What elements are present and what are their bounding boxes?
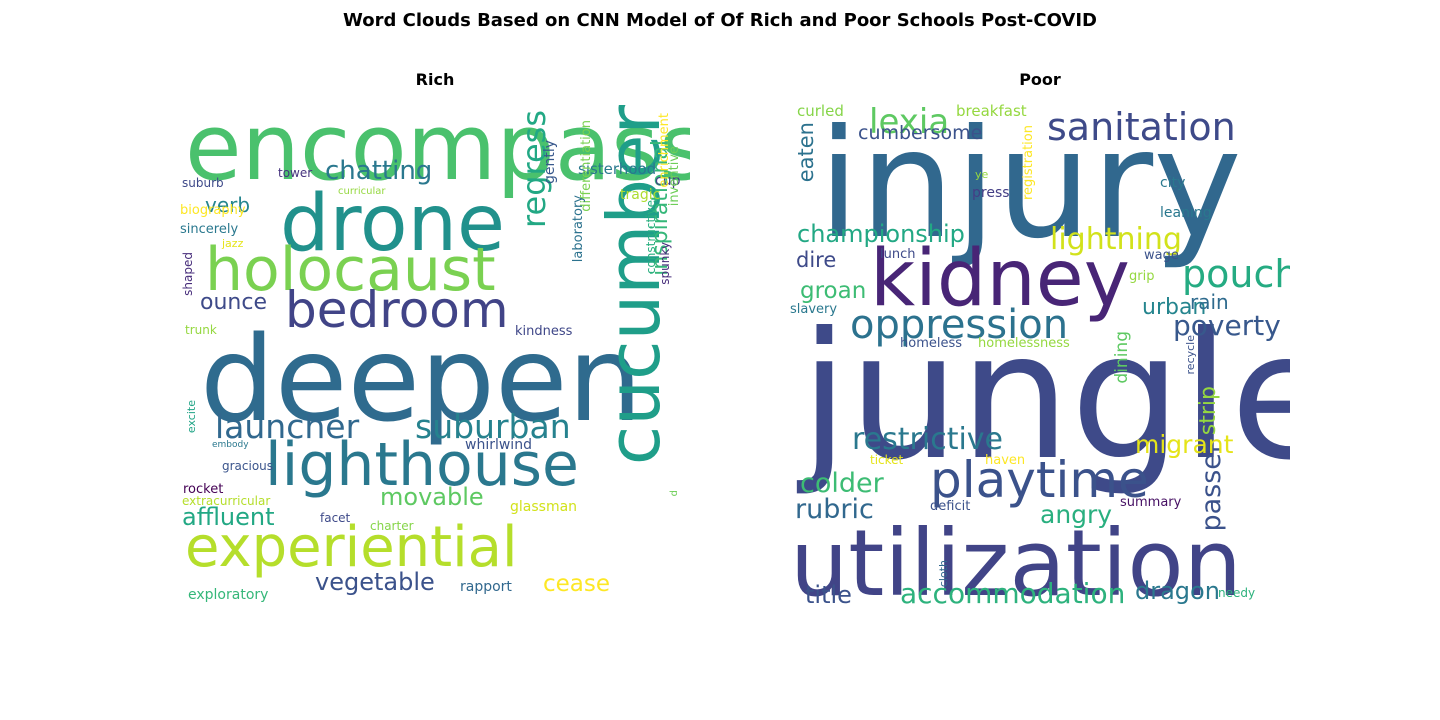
word-dining: dining	[1112, 331, 1132, 384]
word-accommodation: accommodation	[900, 577, 1126, 610]
word-poverty: poverty	[1173, 309, 1281, 342]
word-summary: summary	[1120, 495, 1182, 510]
word-shaped: shaped	[181, 252, 195, 296]
word-urban: urban	[1142, 295, 1207, 320]
word-glassman: glassman	[510, 499, 578, 515]
word-lunch: lunch	[880, 247, 916, 262]
word-kindness: kindness	[515, 324, 573, 339]
word-oppression: oppression	[850, 302, 1069, 348]
word-needy: needy	[1218, 586, 1256, 600]
word-cloud-rich: encompass deepen cucumber drone holocaust lig…	[180, 100, 690, 610]
word-eaten: eaten	[794, 122, 818, 183]
word-movable: movable	[380, 483, 484, 511]
word-facet: facet	[320, 511, 351, 525]
word-encompass: encompass	[185, 100, 690, 201]
word-pouch: pouch	[1182, 252, 1290, 296]
word-constructive: constructive	[644, 200, 658, 275]
word-jazz: jazz	[222, 237, 244, 250]
word-registration: registration	[1021, 125, 1036, 201]
word-injury: injury	[818, 100, 1242, 272]
word-jungle: jungle	[800, 296, 1290, 499]
word-whirlwind: whirlwind	[465, 437, 532, 453]
word-tragic: tragic	[620, 187, 661, 203]
word-groan: groan	[800, 278, 867, 304]
word-ye: ye	[975, 168, 989, 181]
word-laboratory: laboratory	[571, 195, 586, 263]
word-strip: strip	[1196, 386, 1221, 436]
word-curled: curled	[797, 102, 844, 120]
word-city: city	[1160, 175, 1186, 191]
word-homeless: homeless	[900, 336, 963, 351]
word-tower: tower	[278, 166, 313, 180]
word-curricular: curricular	[338, 186, 386, 197]
word-grip: grip	[1129, 269, 1155, 284]
word-biography: biography	[180, 203, 246, 218]
word-breakfast: breakfast	[956, 102, 1027, 120]
word-cloth: cloth	[937, 560, 950, 588]
word-dragon: dragon	[1135, 577, 1220, 605]
word-verb: verb	[205, 193, 251, 217]
word-deepen: deepen	[200, 310, 643, 448]
word-excite: excite	[185, 400, 198, 434]
word-utilization: utilization	[790, 510, 1242, 610]
word-angry: angry	[1040, 500, 1113, 529]
word-championship: championship	[797, 220, 965, 248]
word-launcher: launcher	[215, 407, 360, 446]
word-suburban: suburban	[415, 407, 571, 446]
word-sisterhood: sisterhood	[578, 160, 657, 178]
word-slavery: slavery	[790, 302, 838, 317]
word-sincerely: sincerely	[180, 222, 239, 237]
word-gently: gently	[542, 140, 558, 185]
word-affluent: affluent	[182, 503, 275, 531]
word-charter: charter	[370, 519, 414, 533]
word-chatting: chatting	[325, 156, 433, 186]
word-kidney: kidney	[870, 234, 1130, 324]
word-press: press	[972, 185, 1010, 201]
word-homelessness: homelessness	[978, 336, 1070, 351]
word-playtime: playtime	[930, 451, 1149, 509]
word-rocket: rocket	[183, 482, 224, 497]
word-lexia: lexia	[869, 102, 950, 142]
word-recycle: recycle	[1184, 335, 1197, 375]
word-holocaust: holocaust	[205, 235, 496, 305]
word-inventive: inventive	[667, 146, 682, 207]
word-embody: embody	[212, 440, 249, 450]
word-vegetable: vegetable	[315, 568, 435, 596]
word-migrant: migrant	[1135, 430, 1234, 459]
word-lightning: lightning	[1050, 222, 1182, 257]
word-sanitation: sanitation	[1047, 105, 1236, 149]
word-ounce: ounce	[200, 290, 267, 315]
word-cloud-poor: injury jungle utilization kidney playtime opp…	[790, 100, 1290, 610]
word-bedroom: bedroom	[285, 281, 509, 339]
word-leaning: leaning	[1160, 205, 1212, 221]
panel-title-poor: Poor	[1019, 70, 1061, 89]
word-colder: colder	[800, 468, 884, 499]
figure-title: Word Clouds Based on CNN Model of Of Ric…	[343, 10, 1097, 31]
word-haven: haven	[985, 453, 1026, 468]
word-extracurricular: extracurricular	[182, 494, 271, 508]
word-spunky: spunky	[658, 242, 672, 285]
word-suburb: suburb	[182, 176, 224, 190]
word-rapport: rapport	[460, 579, 512, 595]
word-rubric: rubric	[795, 494, 874, 525]
word-exploratory: exploratory	[188, 587, 269, 603]
panel-title-rich: Rich	[415, 70, 455, 89]
word-cease: cease	[543, 571, 611, 597]
word-d: d	[669, 490, 680, 497]
word-cup: cup	[655, 173, 681, 189]
word-dire: dire	[796, 248, 837, 272]
word-restrictive: restrictive	[852, 422, 1003, 457]
word-gracious: gracious	[222, 459, 274, 473]
word-lighthouse: lighthouse	[265, 430, 579, 500]
word-trunk: trunk	[185, 323, 217, 337]
word-ticket: ticket	[870, 453, 904, 467]
word-rain: rain	[1190, 290, 1229, 314]
word-experiential: experiential	[185, 515, 518, 580]
word-wage: wage	[1144, 248, 1179, 263]
word-cumbersome: cumbersome	[858, 122, 983, 144]
word-deficit: deficit	[930, 499, 971, 514]
word-drone: drone	[280, 179, 506, 269]
word-title: title	[805, 581, 852, 609]
